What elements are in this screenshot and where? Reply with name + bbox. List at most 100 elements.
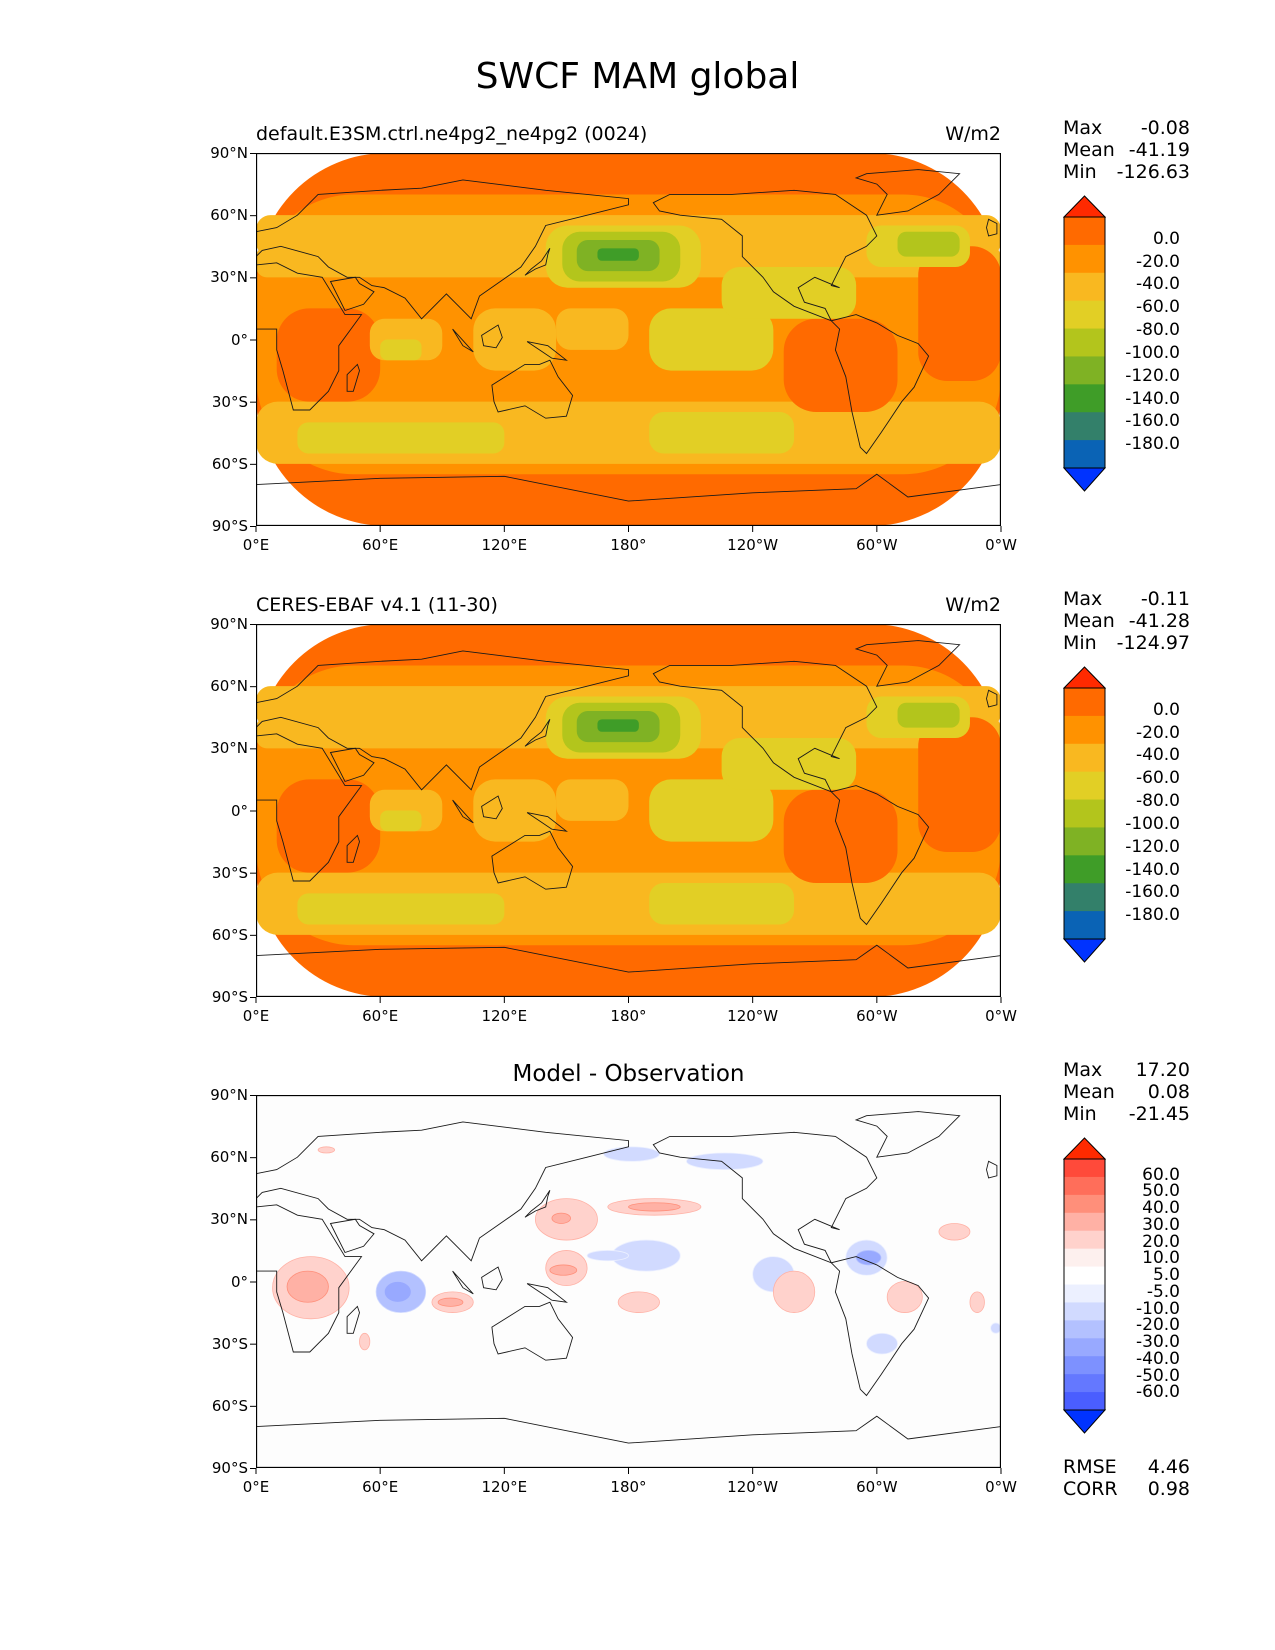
y-tick-label: 90°S — [211, 517, 248, 535]
stat-label: Mean — [1063, 1081, 1115, 1103]
coastline — [652, 1131, 878, 1264]
x-tick-label: 60°E — [362, 1478, 399, 1496]
colorbar-segment — [1064, 1230, 1105, 1250]
field-region — [556, 308, 629, 350]
y-tick-label: 90°N — [210, 144, 248, 162]
field-region — [297, 422, 505, 454]
field-region — [276, 779, 381, 873]
x-tick-label: 60°E — [362, 536, 399, 554]
colorbar-extend-bottom — [1063, 938, 1106, 963]
x-tick-label: 120°E — [481, 1007, 528, 1025]
y-tick-label: 60°N — [210, 677, 248, 696]
stat-rmse: RMSE 4.46 — [1063, 1456, 1190, 1478]
colorbar-tick-label: -60.0 — [1136, 768, 1180, 789]
stat-value: -124.97 — [1116, 632, 1190, 654]
y-tick-label: 0° — [230, 330, 248, 349]
colorbar-tick-label: -140.0 — [1125, 859, 1180, 880]
axis-ticks — [250, 624, 1002, 1003]
x-tick-label: 120°E — [481, 1478, 528, 1496]
colorbar-segment — [1064, 244, 1105, 274]
figure-title: SWCF MAM global — [475, 56, 800, 97]
map-frame — [256, 1095, 1001, 1468]
coastline — [256, 1121, 629, 1262]
y-tick-label: 0° — [230, 1272, 248, 1291]
colorbar-segment — [1064, 412, 1105, 441]
colorbar-segment — [1064, 827, 1105, 856]
x-tick-label: 60°W — [856, 1007, 898, 1025]
stat-max: Max -0.11 — [1063, 588, 1190, 610]
coastline — [854, 1111, 961, 1158]
colorbar-segment — [1064, 1159, 1105, 1178]
field-region — [473, 779, 557, 842]
field-region — [297, 893, 505, 925]
colorbar-extend-bottom — [1063, 467, 1106, 492]
colorbar-tick-label: 40.0 — [1142, 1198, 1180, 1219]
colorbar-extend-top — [1063, 1137, 1106, 1160]
coastline — [830, 785, 930, 926]
coastline — [491, 830, 574, 890]
coastline — [256, 473, 1001, 526]
x-tick-label: 0°E — [242, 1007, 270, 1025]
stat-max: Max -0.08 — [1063, 117, 1190, 139]
stat-value: 0.08 — [1147, 1081, 1190, 1103]
colorbar-tick-label: -50.0 — [1136, 1365, 1180, 1386]
coastline — [830, 314, 930, 455]
x-tick-label: 120°W — [727, 536, 779, 554]
colorbar-tick-label: -100.0 — [1125, 813, 1180, 834]
y-tick-label: 0° — [230, 801, 248, 820]
x-tick-label: 180° — [610, 1478, 647, 1496]
x-tick-label: 0°W — [985, 536, 1017, 554]
colorbar-segment — [1064, 771, 1105, 801]
stat-max: Max 17.20 — [1063, 1059, 1190, 1081]
colorbar-tick-label: -20.0 — [1136, 722, 1180, 743]
coastline — [491, 1301, 574, 1361]
colorbar-segment — [1064, 1248, 1105, 1268]
stat-label: Max — [1063, 117, 1103, 139]
stat-label: Min — [1063, 632, 1097, 654]
stat-label: RMSE — [1063, 1456, 1117, 1478]
y-tick-label: 30°S — [211, 1334, 248, 1353]
stat-value: -21.45 — [1128, 1103, 1190, 1125]
stat-value: 0.98 — [1147, 1478, 1190, 1500]
stat-min: Min -21.45 — [1063, 1103, 1190, 1125]
field-region — [649, 412, 795, 454]
stat-value: -126.63 — [1116, 161, 1190, 183]
field-region — [473, 308, 557, 371]
panel-units: W/m2 — [945, 123, 1001, 145]
x-tick-label: 60°E — [362, 1007, 399, 1025]
x-tick-label: 0°W — [985, 1478, 1017, 1496]
difference-region — [855, 1250, 882, 1266]
coastline — [256, 1415, 1001, 1468]
colorbar-tick-label: -180.0 — [1125, 434, 1180, 455]
colorbar-model — [1063, 195, 1106, 492]
colorbar-obs — [1063, 666, 1106, 963]
colorbar-tick-label: 0.0 — [1152, 699, 1180, 720]
colorbar-segment — [1064, 715, 1105, 745]
coastline — [452, 328, 474, 353]
axis-ticks — [250, 1095, 1002, 1474]
colorbar-tick-label: 0.0 — [1152, 228, 1180, 249]
colorbar-segment — [1064, 743, 1105, 773]
colorbar-tick-label: 10.0 — [1142, 1248, 1180, 1269]
stat-value: -41.28 — [1128, 610, 1190, 632]
coastline — [346, 1305, 360, 1334]
y-tick-label: 60°N — [210, 1148, 248, 1167]
coastline — [491, 359, 574, 419]
colorbar-segment — [1064, 217, 1105, 246]
coastline — [986, 1160, 998, 1179]
coastline — [854, 169, 961, 216]
coastline — [652, 660, 878, 793]
panel-units: W/m2 — [945, 594, 1001, 616]
difference-region — [551, 1212, 571, 1224]
coastline — [481, 324, 503, 349]
colorbar-segment — [1064, 688, 1105, 717]
stat-label: Max — [1063, 1059, 1103, 1081]
field-region — [597, 719, 639, 732]
difference-region — [383, 1281, 412, 1303]
coastline — [329, 747, 375, 783]
colorbar-tick-label: -20.0 — [1136, 1315, 1180, 1336]
y-tick-label: 30°N — [210, 1210, 248, 1229]
colorbar-tick-label: -40.0 — [1136, 745, 1180, 766]
coastline — [481, 1266, 503, 1291]
coastline — [329, 1218, 375, 1254]
